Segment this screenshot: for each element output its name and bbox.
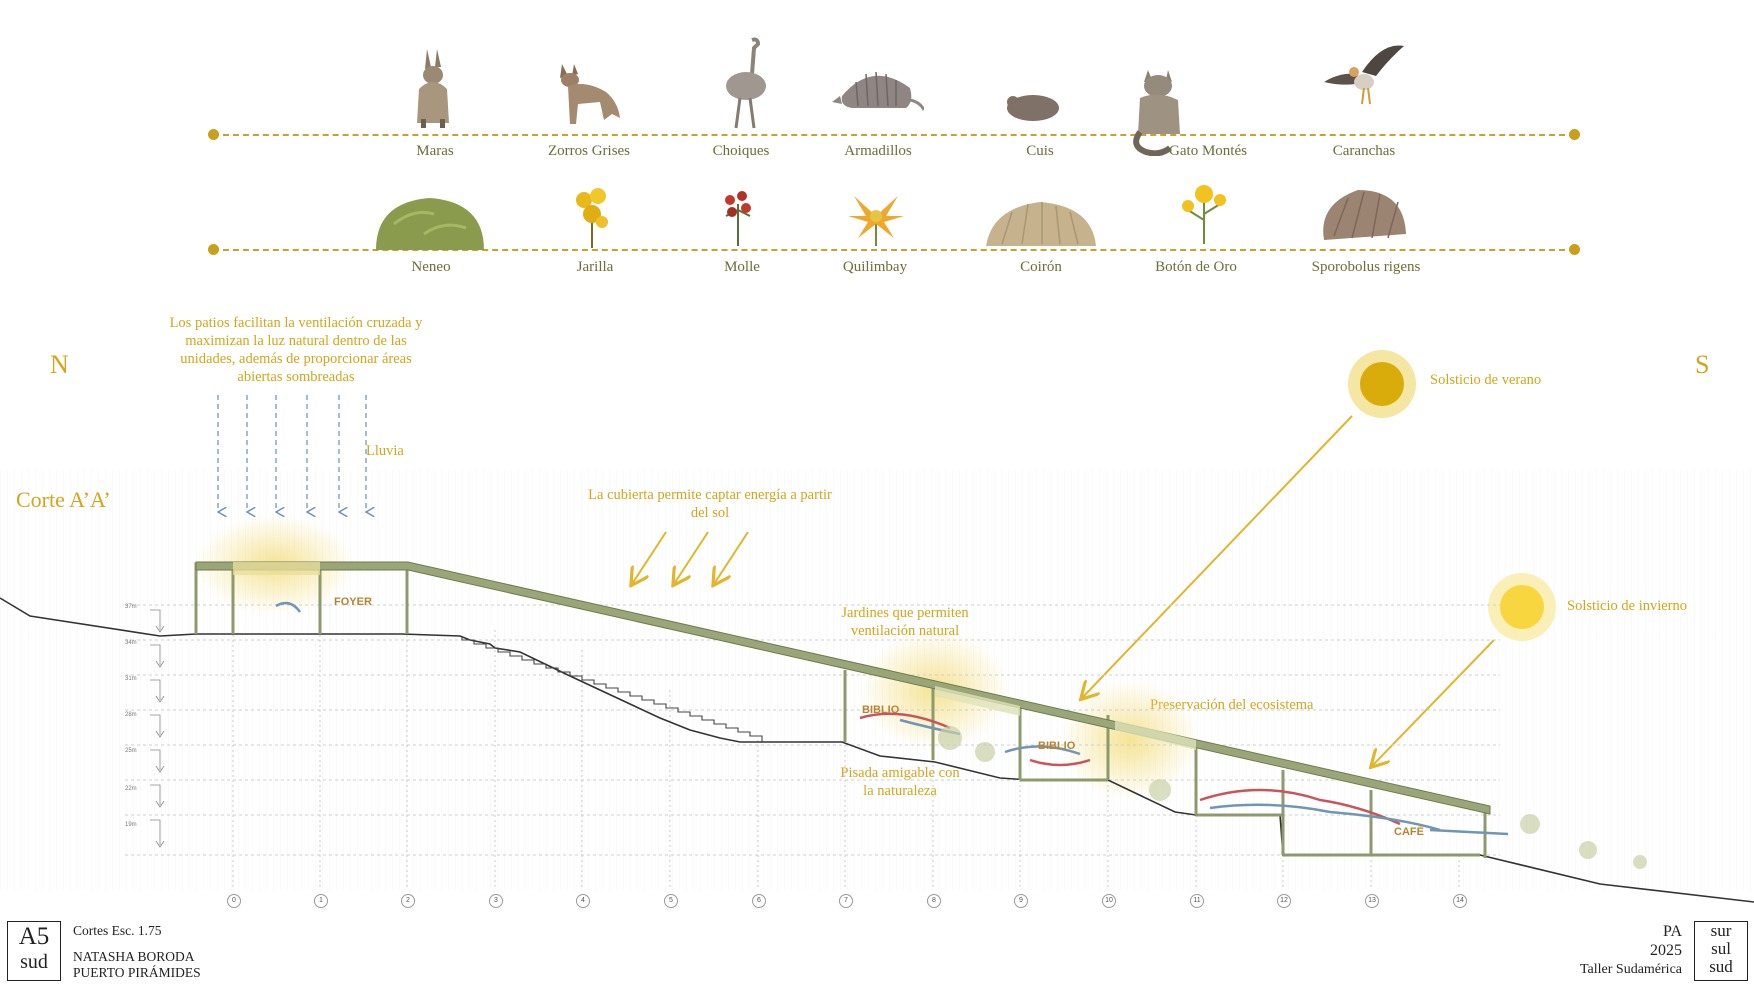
vegetation bbox=[938, 726, 1647, 869]
axis-number: 0 bbox=[227, 894, 241, 908]
timeline-endpoint bbox=[208, 244, 219, 255]
jarilla-flower-icon bbox=[576, 188, 608, 248]
room-label-foyer: FOYER bbox=[334, 596, 372, 608]
mara-icon bbox=[417, 49, 449, 128]
sheet-subtitle: Cortes Esc. 1.75 bbox=[73, 923, 162, 938]
timeline-endpoint bbox=[1569, 244, 1580, 255]
axis-number: 4 bbox=[576, 894, 590, 908]
axis-number: 5 bbox=[664, 894, 678, 908]
fauna-timeline-line bbox=[213, 134, 1575, 136]
flora-label: Sporobolus rigens bbox=[1311, 259, 1421, 275]
molle-berries-icon bbox=[725, 191, 751, 246]
axis-number: 12 bbox=[1277, 894, 1291, 908]
flora-label: Coirón bbox=[1020, 259, 1062, 275]
winter-sun-icon bbox=[1488, 573, 1556, 641]
fauna-label: Caranchas bbox=[1332, 143, 1396, 159]
caracara-icon bbox=[1324, 45, 1404, 105]
sheet-sub: sud bbox=[20, 951, 48, 973]
roof-energy-arrows bbox=[632, 531, 749, 584]
stepped-seating bbox=[461, 636, 763, 742]
axis-number: 14 bbox=[1453, 894, 1467, 908]
level-label: 25m bbox=[125, 748, 137, 754]
fauna-label: Maras bbox=[416, 143, 454, 159]
flora-timeline-line bbox=[213, 249, 1575, 251]
flora-label: Neneo bbox=[411, 259, 451, 275]
axis-number: 3 bbox=[489, 894, 503, 908]
flora-label: Botón de Oro bbox=[1155, 259, 1237, 275]
section-title: Corte A’A’ bbox=[16, 487, 111, 512]
level-lines bbox=[125, 604, 1500, 856]
axis-number: 7 bbox=[839, 894, 853, 908]
patio-opening bbox=[233, 562, 320, 575]
winter-sun-ray bbox=[1372, 639, 1495, 766]
axis-number: 8 bbox=[927, 894, 941, 908]
summer-solstice-label: Solsticio de verano bbox=[1430, 372, 1542, 388]
studio-name: Taller Sudamérica bbox=[1579, 962, 1682, 977]
armadillo-icon bbox=[832, 71, 924, 111]
footprint-note: Pisada amigable con la naturaleza bbox=[840, 765, 960, 799]
level-markers bbox=[150, 609, 165, 848]
ecosystem-note: Preservación del ecosistema bbox=[1150, 697, 1314, 713]
fauna-label: Zorros Grises bbox=[547, 143, 631, 159]
axis-number: 2 bbox=[401, 894, 415, 908]
level-label: 31m bbox=[125, 676, 137, 682]
axis-number: 13 bbox=[1365, 894, 1379, 908]
location-name: PUERTO PIRÁMIDES bbox=[73, 965, 201, 980]
sporobolus-grass-icon bbox=[1323, 190, 1406, 240]
winter-solstice-label: Solsticio de invierno bbox=[1567, 598, 1688, 614]
wildcat-icon bbox=[1133, 70, 1180, 156]
axis-number: 9 bbox=[1014, 894, 1028, 908]
fauna-label: Gato Montés bbox=[1169, 143, 1247, 159]
axis-number: 10 bbox=[1102, 894, 1116, 908]
sheet-code: A5 bbox=[18, 923, 50, 950]
level-label: 19m bbox=[125, 822, 137, 828]
level-label: 28m bbox=[125, 712, 137, 718]
flora-label: Quilimbay bbox=[842, 259, 908, 275]
timeline-endpoint bbox=[1569, 129, 1580, 140]
patio-note: Los patios facilitan la ventilación cruz… bbox=[169, 315, 423, 385]
cavy-icon bbox=[1007, 95, 1059, 121]
south-label: S bbox=[1695, 350, 1710, 379]
fauna-label: Cuis bbox=[1026, 143, 1054, 159]
summer-sun-ray bbox=[1082, 415, 1353, 698]
grey-fox-icon bbox=[560, 64, 620, 124]
author-name: NATASHA BORODA bbox=[73, 949, 195, 964]
timeline-endpoint bbox=[208, 129, 219, 140]
axis-number: 11 bbox=[1190, 894, 1204, 908]
project-year: 2025 bbox=[1650, 942, 1682, 959]
fauna-label: Choiques bbox=[712, 143, 770, 159]
north-label: N bbox=[50, 350, 69, 379]
fauna-label: Armadillos bbox=[844, 143, 912, 159]
boton-de-oro-flower-icon bbox=[1182, 185, 1226, 244]
airflow-arrows bbox=[275, 601, 1509, 836]
summer-sun-icon bbox=[1348, 350, 1416, 418]
rain-label: Lluvia bbox=[366, 443, 404, 459]
project-code: PA bbox=[1663, 923, 1682, 940]
project-info: PA 2025 Taller Sudamérica bbox=[1500, 922, 1682, 979]
room-label-biblio: BIBLIO bbox=[862, 704, 900, 716]
axis-number: 1 bbox=[314, 894, 328, 908]
sheet-badge: A5 sud bbox=[7, 921, 61, 981]
sloped-roof bbox=[195, 561, 1491, 815]
quilimbay-flower-icon bbox=[848, 196, 904, 246]
flora-label: Jarilla bbox=[576, 259, 614, 275]
building-structure bbox=[194, 562, 1487, 858]
room-label-cafe: CAFÉ bbox=[1394, 826, 1424, 838]
neneo-shrub-icon bbox=[376, 198, 484, 250]
flora-label: Molle bbox=[724, 259, 760, 275]
axis-lines bbox=[232, 620, 1460, 888]
sursulsud-logo: sur sul sud bbox=[1694, 921, 1748, 981]
level-label: 34m bbox=[125, 640, 137, 646]
axis-number: 6 bbox=[752, 894, 766, 908]
rhea-icon bbox=[726, 37, 766, 129]
level-label: 37m bbox=[125, 604, 137, 610]
roof-note: La cubierta permite captar energía a par… bbox=[588, 487, 832, 521]
coiron-grass-icon bbox=[986, 202, 1096, 246]
rain-arrows bbox=[218, 395, 366, 512]
level-label: 22m bbox=[125, 786, 137, 792]
room-label-biblio: BIBLIO bbox=[1038, 740, 1076, 752]
